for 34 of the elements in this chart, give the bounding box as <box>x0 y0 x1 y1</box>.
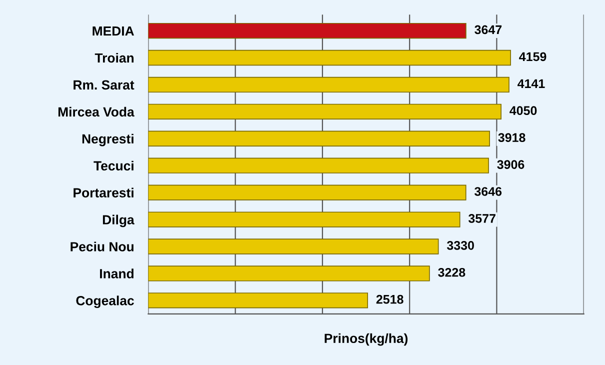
y-tick-label: Mircea Voda <box>58 106 134 117</box>
data-label: 4141 <box>518 79 545 88</box>
bar <box>148 76 510 93</box>
y-tick-label: Dilga <box>102 214 134 228</box>
y-tick-label: Peciu Nou <box>70 242 134 252</box>
data-label: 3577 <box>468 214 496 223</box>
bar <box>148 104 502 120</box>
y-tick-label: Tecuci <box>94 160 134 171</box>
data-label: 3228 <box>438 268 466 277</box>
y-tick-label: Troian <box>94 52 134 63</box>
data-label: 3646 <box>474 187 502 196</box>
y-tick-label: Inand <box>100 268 134 278</box>
data-label: 2518 <box>376 294 404 304</box>
y-tick-label: Negresti <box>82 134 134 146</box>
y-tick-label: Portaresti <box>74 188 134 198</box>
bar <box>148 22 466 39</box>
data-label: 3647 <box>474 25 502 34</box>
data-label: 4050 <box>510 106 537 116</box>
y-tick-label: Cogealac <box>76 296 134 308</box>
data-label: 4159 <box>519 52 546 62</box>
data-label: 3330 <box>446 240 474 250</box>
bar <box>148 212 460 228</box>
bar <box>148 184 466 200</box>
bar <box>148 158 489 174</box>
y-tick-label: MEDIA <box>92 26 134 36</box>
y-tick-label: Rm. Sarat <box>74 80 134 90</box>
x-axis-title: Prinos(kg/ha) <box>324 333 408 346</box>
data-label: 3906 <box>497 160 524 169</box>
bar <box>148 130 490 146</box>
bar <box>148 238 439 254</box>
bar <box>148 266 430 282</box>
data-label: 3918 <box>498 133 526 142</box>
bar <box>148 50 511 66</box>
bar <box>148 292 368 308</box>
